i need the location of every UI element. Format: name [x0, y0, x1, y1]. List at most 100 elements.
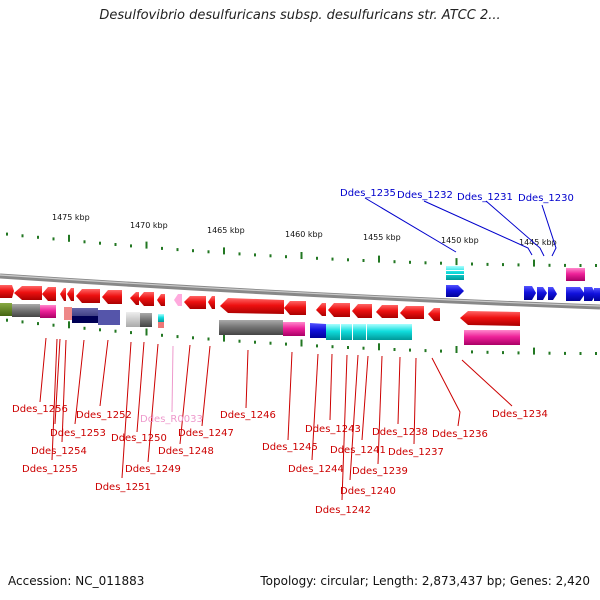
- leader-line-r0033: [171, 345, 174, 413]
- scale-minor-tick: [21, 234, 24, 238]
- feature-olive[interactable]: [0, 303, 12, 316]
- gene-ddes-1240[interactable]: [400, 306, 424, 319]
- label-ddes-1238[interactable]: Ddes_1238: [372, 427, 428, 438]
- gene-ddes-1254[interactable]: [42, 287, 56, 301]
- gene-ddes-1239[interactable]: [310, 323, 326, 338]
- gene-ddes-1235[interactable]: [446, 285, 464, 297]
- label-ddes-1255[interactable]: Ddes_1255: [22, 464, 78, 475]
- label-ddes-1237[interactable]: Ddes_1237: [388, 447, 444, 458]
- gene-ddes-r0033[interactable]: [174, 294, 182, 306]
- label-ddes-1249[interactable]: Ddes_1249: [125, 464, 181, 475]
- scale-label-1465: 1465 kbp: [207, 226, 245, 235]
- scale-minor-tick: [517, 263, 520, 267]
- gene-ddes-1232[interactable]: [524, 286, 536, 300]
- gene-ddes-1252[interactable]: [76, 289, 100, 303]
- genes-inner-row: [0, 303, 520, 345]
- scale-major-tick: [68, 321, 70, 329]
- scale-major-tick: [223, 247, 225, 255]
- scale-major-tick: [300, 339, 303, 347]
- feature-magenta-2[interactable]: [283, 322, 305, 336]
- label-ddes-1245[interactable]: Ddes_1245: [262, 442, 318, 453]
- scale-minor-tick: [316, 344, 318, 348]
- label-ddes-1230[interactable]: Ddes_1230: [518, 193, 574, 204]
- label-ddes-1248[interactable]: Ddes_1248: [158, 446, 214, 457]
- feature-magenta-3[interactable]: [464, 330, 520, 345]
- scale-minor-tick: [548, 263, 551, 267]
- feature-cyan-small[interactable]: [158, 314, 164, 322]
- gene-ddes-1246[interactable]: [220, 298, 284, 314]
- scale-major-tick: [455, 346, 458, 353]
- scale-minor-tick: [362, 346, 365, 350]
- gene-ddes-1230[interactable]: [566, 287, 585, 301]
- scale-major-tick: [455, 258, 458, 266]
- scale-major-tick: [68, 234, 70, 242]
- scale-minor-tick: [424, 349, 427, 353]
- gene-ddes-1255[interactable]: [14, 286, 42, 300]
- label-ddes-1254[interactable]: Ddes_1254: [31, 446, 87, 457]
- label-ddes-1252[interactable]: Ddes_1252: [76, 410, 132, 421]
- label-ddes-1251[interactable]: Ddes_1251: [95, 482, 151, 493]
- gene-ddes-1253[interactable]: [60, 288, 66, 301]
- gene-ddes-1249[interactable]: [138, 292, 154, 306]
- label-ddes-1240[interactable]: Ddes_1240: [340, 486, 396, 497]
- feature-gray-3[interactable]: [219, 320, 283, 335]
- gene-ddes-1251[interactable]: [102, 290, 122, 304]
- gene-ddes-1231b[interactable]: [548, 287, 557, 300]
- feature-magenta-1[interactable]: [40, 305, 56, 318]
- label-ddes-1243[interactable]: Ddes_1243: [305, 424, 361, 435]
- feature-cyan-block[interactable]: [326, 324, 412, 340]
- scale-ticks-outer: [6, 232, 597, 267]
- scale-minor-tick: [440, 261, 442, 265]
- label-ddes-1231[interactable]: Ddes_1231: [457, 192, 513, 203]
- label-ddes-1242[interactable]: Ddes_1242: [315, 505, 371, 516]
- gene-cyan-block[interactable]: [446, 266, 464, 280]
- label-ddes-1236[interactable]: Ddes_1236: [432, 429, 488, 440]
- gene-ddes-1256[interactable]: [0, 285, 14, 298]
- scale-minor-tick: [362, 259, 365, 262]
- gene-ddes-1234[interactable]: [460, 311, 520, 326]
- label-ddes-1232[interactable]: Ddes_1232: [397, 190, 453, 201]
- label-ddes-1246[interactable]: Ddes_1246: [220, 410, 276, 421]
- scale-minor-tick: [207, 250, 210, 254]
- feature-gray-2[interactable]: [140, 313, 152, 327]
- scale-label-1460: 1460 kbp: [285, 230, 323, 239]
- scale-minor-tick: [130, 244, 132, 248]
- label-ddes-1241[interactable]: Ddes_1241: [330, 445, 386, 456]
- scale-major-tick: [145, 328, 148, 336]
- map-title: Desulfovibrio desulfuricans subsp. desul…: [99, 8, 501, 23]
- label-ddes-1247[interactable]: Ddes_1247: [178, 428, 234, 439]
- label-ddes-1234[interactable]: Ddes_1234: [492, 409, 548, 420]
- gene-ddes-1242[interactable]: [352, 304, 372, 318]
- gene-ddes-1238[interactable]: [428, 308, 440, 321]
- gene-ddes-1231[interactable]: [537, 287, 547, 300]
- gene-ddes-1248[interactable]: [157, 294, 165, 306]
- scale-minor-tick: [37, 322, 39, 326]
- feature-light[interactable]: [126, 312, 140, 327]
- scale-minor-tick: [6, 232, 8, 236]
- scale-minor-tick: [440, 349, 442, 353]
- gene-ddes-1245[interactable]: [284, 301, 306, 315]
- scale-minor-tick: [471, 262, 473, 266]
- scale-minor-tick: [409, 348, 411, 352]
- gene-ddes-1241[interactable]: [376, 305, 398, 318]
- gene-magenta-top[interactable]: [566, 268, 585, 281]
- scale-minor-tick: [471, 350, 473, 354]
- label-ddes-r0033[interactable]: Ddes_R0033: [140, 414, 203, 425]
- label-ddes-1250[interactable]: Ddes_1250: [111, 433, 167, 444]
- feature-salmon[interactable]: [64, 307, 72, 320]
- scale-minor-tick: [161, 333, 163, 337]
- scale-minor-tick: [517, 351, 520, 355]
- gene-ddes-1244[interactable]: [316, 303, 326, 316]
- label-ddes-1239[interactable]: Ddes_1239: [352, 466, 408, 477]
- feature-gray-1[interactable]: [12, 304, 40, 317]
- label-ddes-1244[interactable]: Ddes_1244: [288, 464, 344, 475]
- leader-lines-top: [364, 197, 557, 257]
- feature-slate[interactable]: [98, 310, 120, 325]
- gene-ddes-1243[interactable]: [328, 303, 350, 317]
- gene-ddes-1247[interactable]: [184, 296, 206, 309]
- label-ddes-1253[interactable]: Ddes_1253: [50, 428, 106, 439]
- label-ddes-1256[interactable]: Ddes_1256: [12, 404, 68, 415]
- gene-ddes-1250[interactable]: [130, 292, 139, 305]
- label-ddes-1235[interactable]: Ddes_1235: [340, 188, 396, 199]
